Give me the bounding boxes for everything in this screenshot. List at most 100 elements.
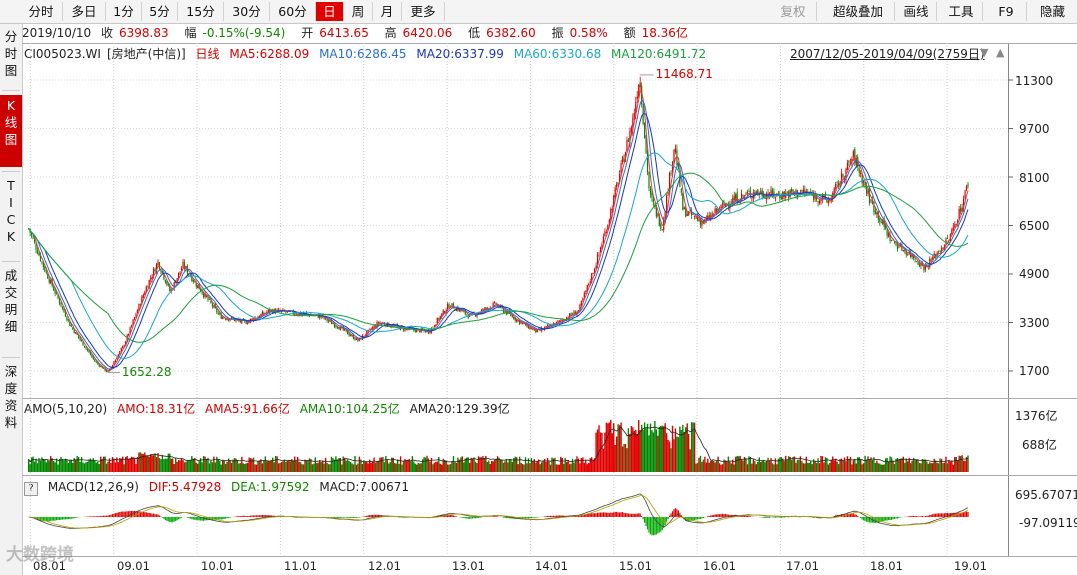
candle-body: [97, 362, 99, 364]
candle-body: [733, 196, 735, 200]
dea-line: [28, 495, 969, 529]
amo-bar: [214, 462, 217, 472]
amo-bar: [657, 435, 659, 472]
candle-body: [641, 85, 643, 105]
candle-body: [780, 196, 782, 199]
candle-body: [226, 318, 228, 321]
amo-bar: [33, 461, 36, 472]
period-tab-monthly[interactable]: 月: [373, 2, 402, 21]
sidebar-item-intraday[interactable]: 分时图: [0, 28, 22, 79]
adjust-button[interactable]: 复权: [770, 2, 817, 21]
amo-bar: [75, 459, 77, 472]
candle-body: [730, 202, 732, 204]
candle-body: [579, 304, 581, 311]
f9-button[interactable]: F9: [986, 2, 1027, 21]
amo-bar: [88, 460, 90, 472]
candle-body: [145, 286, 147, 292]
period-tab-5min[interactable]: 5分: [142, 2, 178, 21]
candle-body: [623, 158, 625, 162]
candle-body: [638, 84, 640, 98]
amo-bar: [757, 461, 759, 472]
ma60-value: MA60:6330.68: [513, 47, 602, 61]
candle-body: [716, 208, 718, 213]
low-value: 6382.60: [486, 26, 536, 40]
candle-body: [661, 229, 663, 231]
candle-body: [53, 286, 55, 291]
candle-body: [736, 192, 738, 203]
y-tick: 1700: [1019, 364, 1050, 378]
period-tab-multiday[interactable]: 多日: [63, 2, 106, 21]
draw-line-button[interactable]: 画线: [896, 2, 937, 21]
amo-bar: [213, 456, 215, 472]
amo-bar: [163, 459, 165, 472]
candle-body: [436, 318, 438, 325]
amo-bar: [270, 460, 272, 472]
sidebar-item-kline[interactable]: K线图: [0, 95, 22, 167]
candle-body: [200, 289, 202, 292]
amo-bar: [942, 463, 944, 472]
candle-body: [329, 320, 331, 322]
amo-bar: [442, 458, 444, 472]
amo-bar: [149, 454, 152, 472]
amo-bar: [676, 436, 678, 472]
candle-body: [110, 367, 112, 369]
tools-button[interactable]: 工具: [940, 2, 983, 21]
period-tab-daily[interactable]: 日: [316, 2, 344, 21]
overlay-button[interactable]: 超级叠加: [822, 2, 895, 21]
period-more-button[interactable]: 更多: [402, 2, 445, 21]
amo-bar: [811, 464, 813, 472]
amo-bar: [663, 426, 665, 472]
candle-body: [748, 191, 750, 193]
candle-body: [132, 319, 134, 325]
amo-bar: [690, 422, 693, 472]
amo-bar: [161, 455, 164, 472]
amo-bar: [904, 462, 906, 472]
period-tab-1min[interactable]: 1分: [106, 2, 142, 21]
amo-bar: [224, 463, 227, 472]
date-range[interactable]: 2007/12/05-2019/04/09(2759日): [790, 47, 985, 61]
candle-body: [588, 283, 590, 285]
candle-body: [643, 122, 646, 138]
candle-body: [170, 289, 172, 292]
amo-bar: [492, 461, 494, 472]
amo-bar: [532, 461, 534, 472]
period-tab-intraday[interactable]: 分时: [20, 2, 63, 21]
period-tab-15min[interactable]: 15分: [178, 2, 224, 21]
candle-body: [620, 163, 622, 173]
amo-bar: [933, 458, 935, 472]
hide-button[interactable]: 隐藏: [1039, 4, 1065, 19]
amo-bar: [73, 458, 75, 472]
candle-body: [345, 329, 347, 331]
candle-body: [899, 243, 901, 246]
sidebar-item-profile[interactable]: 深度资料: [0, 363, 22, 431]
help-icon[interactable]: ?: [24, 482, 38, 496]
amo-bar: [815, 463, 818, 472]
candle-body: [611, 208, 613, 211]
sidebar-item-tick[interactable]: TICK: [0, 177, 22, 245]
period-tab-30min[interactable]: 30分: [224, 2, 270, 21]
sidebar-item-deals[interactable]: 成交明细: [0, 267, 22, 335]
amo-bar: [310, 459, 312, 472]
candle-body: [666, 195, 668, 214]
candle-body: [954, 224, 956, 228]
amo-bar: [677, 437, 680, 472]
range-collapse-icon[interactable]: ▲: [996, 46, 1005, 59]
y-tick: 11300: [1015, 74, 1054, 88]
candle-body: [164, 279, 166, 283]
amo-bar: [307, 460, 309, 472]
candle-body: [958, 208, 960, 220]
candle-body: [407, 329, 409, 330]
candle-body: [142, 294, 144, 298]
amo-bar: [348, 461, 350, 472]
amo-bar: [762, 460, 765, 472]
amo-bar: [695, 463, 697, 472]
period-tab-60min[interactable]: 60分: [270, 2, 316, 21]
range-dropdown-icon[interactable]: ▼: [980, 46, 989, 59]
period-tab-weekly[interactable]: 周: [344, 2, 373, 21]
candle-body: [868, 188, 871, 203]
amo-bar: [543, 458, 546, 472]
amo-bar: [421, 459, 424, 472]
high-marker-label: 11468.71: [655, 66, 713, 81]
macd-legend: ? MACD(12,26,9) DIF:5.47928 DEA:1.97592 …: [24, 480, 415, 496]
